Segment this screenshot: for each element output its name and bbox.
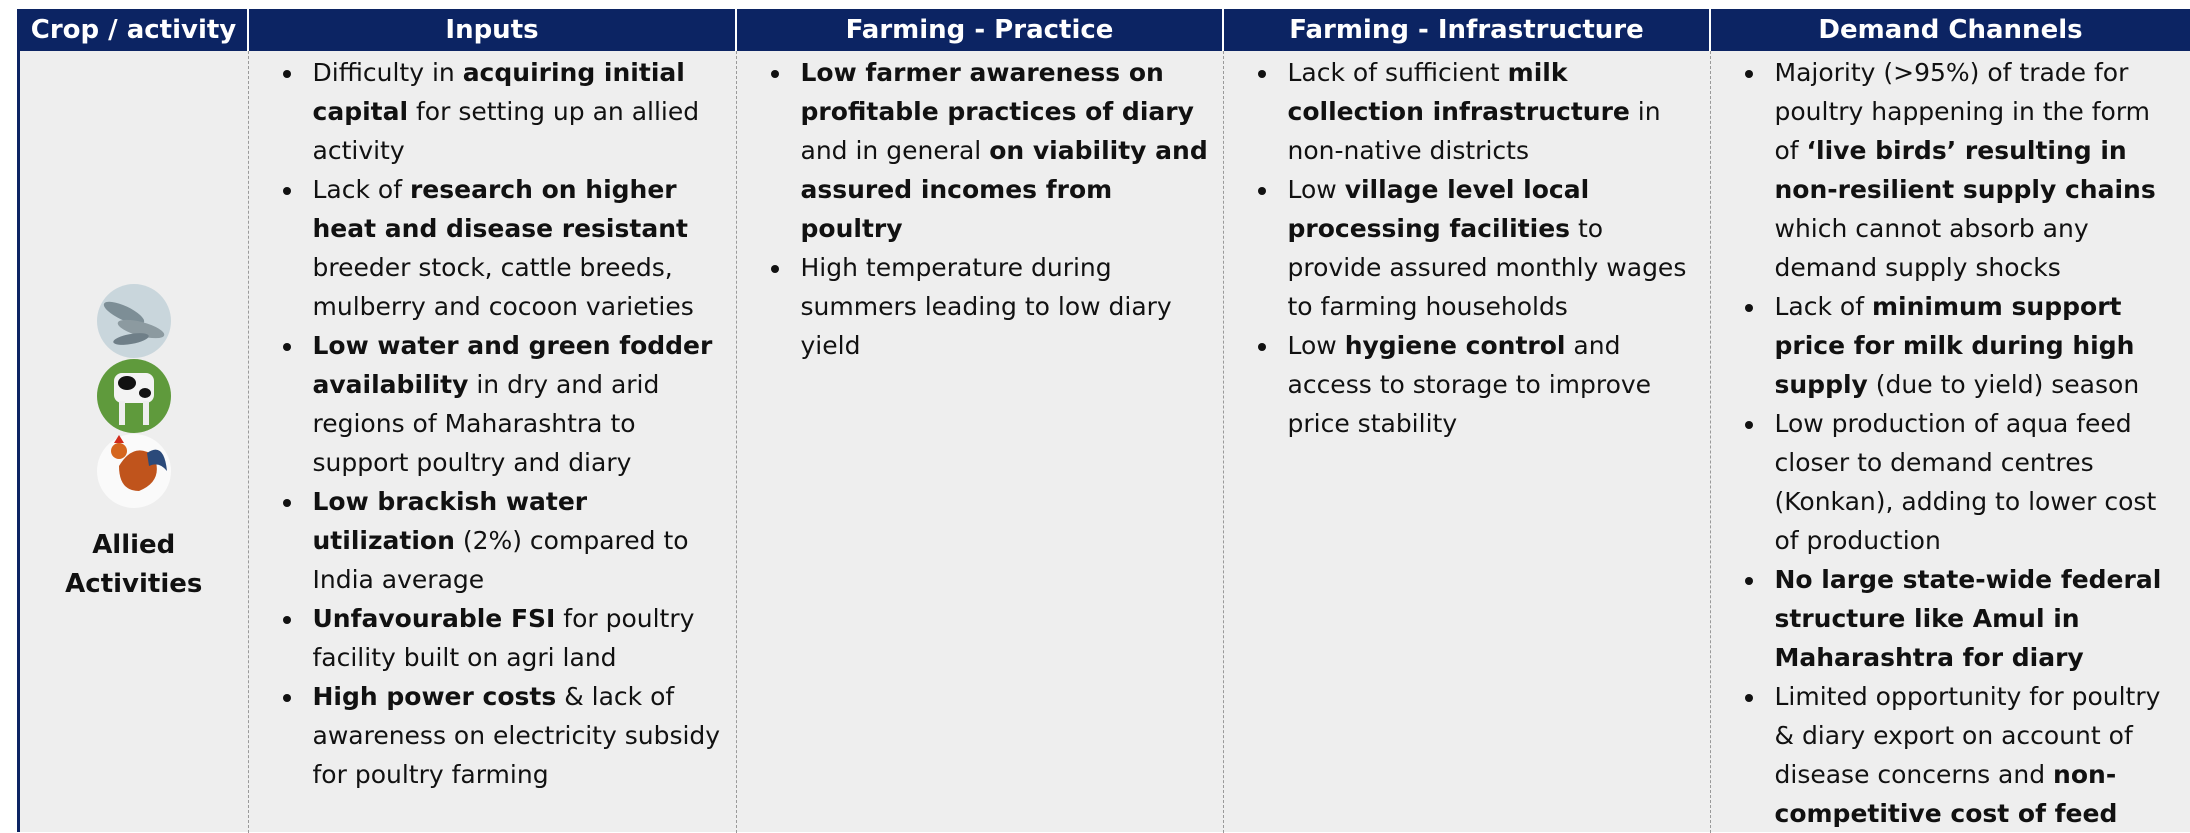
bullet-item: Majority (>95%) of trade for poultry hap… bbox=[1767, 53, 2181, 287]
bullet-item: Low farmer awareness on profitable pract… bbox=[793, 53, 1213, 248]
bullet-text: & lack of awareness on electricity subsi… bbox=[312, 682, 721, 789]
bullet-text: Majority (>95%) of trade for poultry hap… bbox=[1774, 58, 2151, 165]
bullet-item: Difficulty in acquiring initial capital … bbox=[305, 53, 726, 170]
bullet-text: High power costs bbox=[312, 682, 557, 711]
bullet-list: Lack of sufficient milk collection infra… bbox=[1238, 53, 1700, 443]
bullet-text: breeder stock, cattle breeds, mulberry a… bbox=[312, 253, 694, 321]
column-cell: Low farmer awareness on profitable pract… bbox=[735, 51, 1223, 833]
column-header: Inputs bbox=[247, 9, 736, 51]
bullet-item: High temperature during summers leading … bbox=[793, 248, 1213, 365]
bullet-item: Lack of sufficient milk collection infra… bbox=[1280, 53, 1700, 170]
bullet-text: (due to yield) season bbox=[1867, 370, 2140, 399]
bullet-item: Low village level local processing facil… bbox=[1280, 170, 1700, 326]
crop-icons bbox=[96, 283, 171, 508]
bullet-text: to provide assured monthly wages to farm… bbox=[1287, 214, 1687, 321]
bullet-text: Limited opportunity for poultry & diary … bbox=[1774, 682, 2161, 789]
bullet-text: Low farmer awareness on profitable pract… bbox=[800, 58, 1194, 126]
bullet-text: minimum support price for milk during hi… bbox=[1774, 292, 2135, 399]
bullet-text: in dry and arid regions of Maharashtra t… bbox=[312, 370, 660, 477]
bullet-text: research on higher heat and disease resi… bbox=[312, 175, 688, 243]
bullet-text: on viability and assured incomes from po… bbox=[800, 136, 1208, 243]
bullet-text: for setting up an allied activity bbox=[312, 97, 700, 165]
bullet-text: Lack of bbox=[312, 175, 410, 204]
bullet-list: Difficulty in acquiring initial capital … bbox=[263, 53, 726, 794]
bullet-text: Low bbox=[1287, 175, 1345, 204]
bullet-text: hygiene control bbox=[1344, 331, 1566, 360]
page: Crop / activity Inputs Farming - Practice F… bbox=[17, 9, 2190, 833]
bullet-item: Limited opportunity for poultry & diary … bbox=[1767, 677, 2181, 833]
crop-label: Allied Activities bbox=[65, 529, 203, 599]
bullet-text: Low bbox=[1287, 331, 1345, 360]
bullet-text: Lack of bbox=[1774, 292, 1872, 321]
header-row: Crop / activity Inputs Farming - Practice F… bbox=[20, 9, 2190, 51]
bullet-item: High power costs & lack of awareness on … bbox=[305, 677, 726, 794]
bullet-text: for poultry facility built on agri land bbox=[312, 604, 695, 672]
bullet-item: Low production of aqua feed closer to de… bbox=[1767, 404, 2181, 560]
bullet-item: Low water and green fodder availability … bbox=[305, 326, 726, 482]
column-header: Farming - Infrastructure bbox=[1222, 9, 1710, 51]
bullet-item: Lack of research on higher heat and dise… bbox=[305, 170, 726, 326]
column-cell: Difficulty in acquiring initial capital … bbox=[247, 51, 736, 833]
bullet-text: Low production of aqua feed closer to de… bbox=[1774, 409, 2157, 555]
bullet-text: Unfavourable FSI bbox=[312, 604, 556, 633]
bullet-text: Lack of sufficient bbox=[1287, 58, 1508, 87]
bullet-item: Low hygiene control and access to storag… bbox=[1280, 326, 1700, 443]
bullet-text: milk collection infrastructure bbox=[1287, 58, 1630, 126]
crop-cell: Allied Activities bbox=[20, 51, 248, 833]
bullet-item: No large state-wide federal structure li… bbox=[1767, 560, 2181, 677]
bullet-text: acquiring initial capital bbox=[312, 58, 685, 126]
column-cell: Majority (>95%) of trade for poultry hap… bbox=[1709, 51, 2190, 833]
bullet-item: Unfavourable FSI for poultry facility bu… bbox=[305, 599, 726, 677]
bullet-item: Lack of minimum support price for milk d… bbox=[1767, 287, 2181, 404]
bullet-text: Difficulty in bbox=[312, 58, 463, 87]
bullet-text: (2%) compared to India average bbox=[312, 526, 689, 594]
bullet-text: Low brackish water utilization bbox=[312, 487, 588, 555]
bullet-text: which cannot absorb any demand supply sh… bbox=[1774, 214, 2089, 282]
bullet-text: No large state-wide federal structure li… bbox=[1774, 565, 2162, 672]
bullet-text: non-competitive cost of feed bbox=[1774, 760, 2118, 828]
column-header: Farming - Practice bbox=[735, 9, 1223, 51]
column-header: Demand Channels bbox=[1709, 9, 2190, 51]
bullet-list: Majority (>95%) of trade for poultry hap… bbox=[1725, 53, 2181, 833]
column-header: Crop / activity bbox=[20, 9, 248, 51]
bullet-list: Low farmer awareness on profitable pract… bbox=[751, 53, 1213, 365]
bullet-text: Low water and green fodder availability bbox=[312, 331, 713, 399]
bullet-text: in non-native districts bbox=[1287, 97, 1661, 165]
bullet-item: Low brackish water utilization (2%) comp… bbox=[305, 482, 726, 599]
body-row: Allied Activities Difficulty in acquirin… bbox=[20, 51, 2190, 833]
bullet-text: High temperature during summers leading … bbox=[800, 253, 1172, 360]
column-cell: Lack of sufficient milk collection infra… bbox=[1222, 51, 1710, 833]
bullet-text: and in general bbox=[800, 136, 990, 165]
issues-table: Crop / activity Inputs Farming - Practice F… bbox=[20, 9, 2190, 833]
bullet-text: and access to storage to improve price s… bbox=[1287, 331, 1652, 438]
bullet-text: ‘live birds’ resulting in non-resilient … bbox=[1774, 136, 2156, 204]
bullet-text: village level local processing facilitie… bbox=[1287, 175, 1590, 243]
